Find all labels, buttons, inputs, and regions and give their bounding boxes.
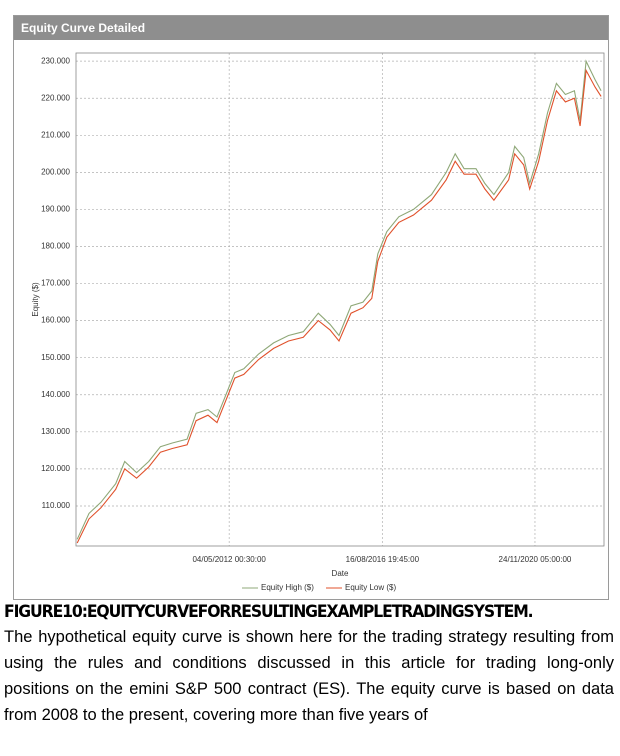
chart-panel: Equity Curve Detailed 110.000 120.000 130.… bbox=[13, 15, 609, 600]
legend-label: Equity High ($) bbox=[261, 583, 314, 592]
equity-line bbox=[76, 68, 602, 544]
equity-line bbox=[76, 59, 602, 540]
legend-label: Equity Low ($) bbox=[345, 583, 396, 592]
y-tick-label: 110.000 bbox=[42, 501, 71, 510]
y-axis-title: Equity ($) bbox=[31, 282, 40, 317]
y-tick-label: 150.000 bbox=[41, 353, 70, 362]
chart: 110.000 120.000 130.000 140.000 150.000 160.0… bbox=[31, 52, 605, 592]
y-tick-label: 220.000 bbox=[41, 93, 70, 102]
x-tick-label: 24/11/2020 05:00:00 bbox=[499, 555, 572, 564]
y-tick-label: 180.000 bbox=[41, 242, 70, 251]
y-tick-label: 140.000 bbox=[41, 390, 70, 399]
caption-text: The hypothetical equity curve is shown h… bbox=[4, 628, 614, 724]
x-axis-title: Date bbox=[332, 569, 349, 578]
y-tick-label: 210.000 bbox=[41, 130, 70, 139]
x-tick-label: 04/05/2012 00:30:00 bbox=[192, 555, 266, 564]
y-tick-label: 190.000 bbox=[41, 205, 70, 214]
x-tick-label: 16/08/2016 19:45:00 bbox=[346, 555, 420, 564]
caption: FIGURE10:EQUITYCURVEFORRESULTINGEXAMPLET… bbox=[4, 602, 614, 754]
y-tick-label: 200.000 bbox=[41, 167, 70, 176]
y-tick-label: 230.000 bbox=[41, 56, 70, 65]
panel-title: Equity Curve Detailed bbox=[14, 16, 608, 40]
y-tick-label: 130.000 bbox=[41, 427, 70, 436]
plot-border bbox=[75, 52, 605, 547]
caption-title: FIGURE10:EQUITYCURVEFORRESULTINGEXAMPLET… bbox=[4, 602, 534, 622]
y-tick-label: 160.000 bbox=[41, 316, 70, 325]
y-tick-label: 120.000 bbox=[41, 464, 70, 473]
y-tick-label: 170.000 bbox=[41, 279, 70, 288]
